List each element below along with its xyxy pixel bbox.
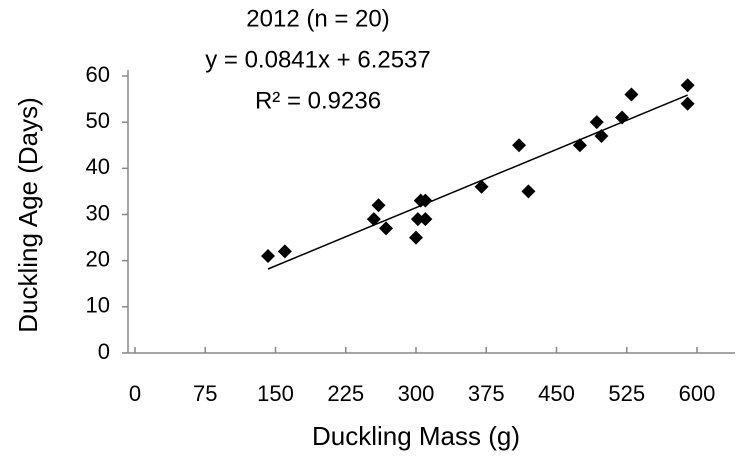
scatter-point — [615, 110, 630, 125]
scatter-point — [418, 193, 433, 208]
scatter-point — [379, 221, 394, 236]
x-axis-label: Duckling Mass (g) — [312, 421, 520, 451]
scatter-point — [624, 87, 639, 102]
x-tick-label: 375 — [468, 381, 505, 406]
scatter-point — [594, 129, 609, 144]
y-tick-label: 20 — [86, 246, 110, 271]
y-tick-label: 10 — [86, 293, 110, 318]
scatter-point — [261, 249, 276, 264]
y-tick-label: 40 — [86, 154, 110, 179]
scatter-point — [680, 78, 695, 93]
x-tick-label: 600 — [679, 381, 716, 406]
y-tick-label: 60 — [86, 62, 110, 87]
y-tick-label: 0 — [98, 339, 110, 364]
scatter-point — [680, 96, 695, 111]
trend-equation: y = 0.0841x + 6.2537 — [205, 46, 431, 73]
x-tick-label: 0 — [129, 381, 141, 406]
x-tick-label: 450 — [538, 381, 575, 406]
scatter-point — [410, 212, 425, 227]
y-tick-label: 30 — [86, 200, 110, 225]
scatter-point — [589, 115, 604, 130]
scatter-point — [366, 212, 381, 227]
chart-title: 2012 (n = 20) — [246, 5, 389, 32]
x-tick-label: 225 — [327, 381, 364, 406]
scatter-point — [409, 230, 423, 245]
y-tick-label: 50 — [86, 108, 110, 133]
x-tick-label: 525 — [608, 381, 645, 406]
scatter-point — [371, 198, 386, 213]
scatter-point — [277, 244, 292, 259]
scatter-point — [512, 138, 527, 153]
x-tick-label: 150 — [257, 381, 294, 406]
trendline — [267, 94, 688, 270]
r-squared: R² = 0.9236 — [255, 87, 381, 114]
scatter-point — [521, 184, 536, 199]
scatter-point — [474, 179, 489, 194]
scatter-point — [418, 212, 433, 227]
x-tick-label: 75 — [193, 381, 217, 406]
scatter-point — [572, 138, 587, 153]
x-tick-label: 300 — [398, 381, 435, 406]
y-axis-label: Duckling Age (Days) — [13, 97, 43, 333]
